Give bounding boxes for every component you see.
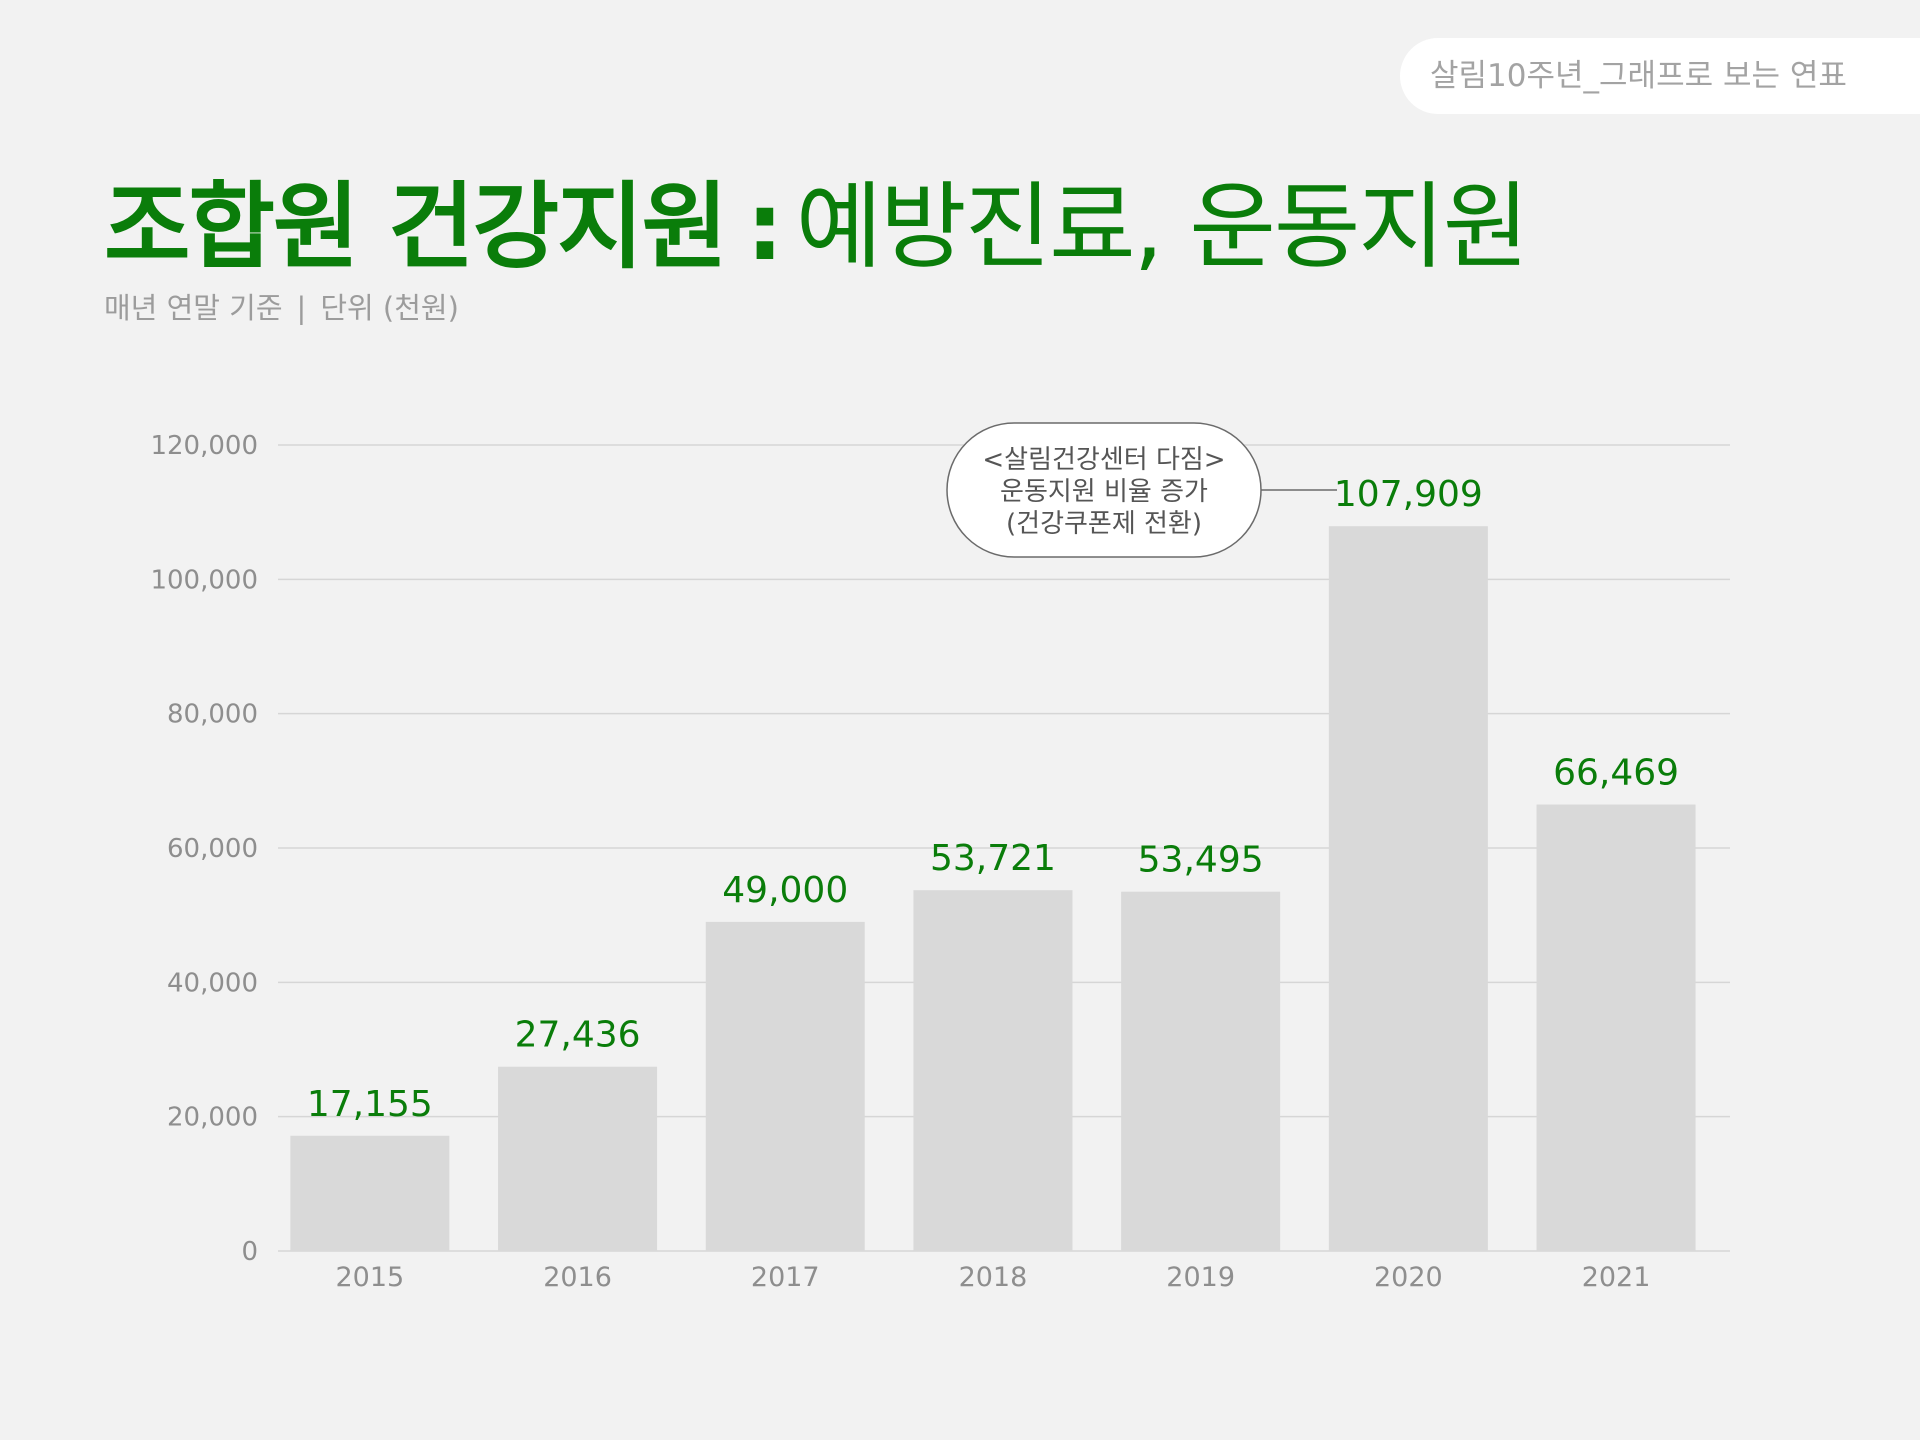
- y-tick-label: 40,000: [167, 968, 258, 998]
- bar: [1536, 804, 1696, 1251]
- annotation-text: <살림건강센터 다짐>: [982, 445, 1225, 475]
- bar: [498, 1066, 658, 1251]
- x-tick-label: 2020: [1374, 1262, 1443, 1293]
- page-title: 조합원 건강지원: 예방진료, 운동지원: [104, 168, 1530, 288]
- bar: [290, 1135, 450, 1251]
- chart-subtitle: 매년 연말 기준 | 단위 (천원): [104, 288, 459, 328]
- subtitle-basis: 매년 연말 기준: [104, 291, 283, 325]
- subtitle-unit: 단위 (천원): [320, 291, 459, 325]
- annotation-text: 운동지원 비율 증가: [1000, 477, 1208, 507]
- data-label: 107,909: [1334, 474, 1483, 515]
- series-tag-pill: 살림10주년_그래프로 보는 연표: [1400, 38, 1920, 114]
- y-tick-label: 80,000: [167, 700, 258, 730]
- title-separator: :: [746, 173, 784, 282]
- y-tick-label: 100,000: [150, 565, 258, 595]
- bar: [1328, 526, 1488, 1251]
- x-tick-label: 2017: [751, 1262, 820, 1293]
- y-tick-label: 0: [241, 1237, 258, 1267]
- series-tag-label: 살림10주년_그래프로 보는 연표: [1430, 58, 1847, 94]
- data-label: 17,155: [307, 1084, 433, 1125]
- x-tick-label: 2019: [1166, 1262, 1235, 1293]
- subtitle-divider: |: [296, 291, 307, 325]
- data-label: 49,000: [722, 870, 848, 911]
- data-label: 53,721: [930, 838, 1056, 879]
- y-tick-label: 120,000: [150, 431, 258, 461]
- data-label: 53,495: [1138, 840, 1264, 881]
- data-label: 66,469: [1553, 753, 1679, 794]
- x-tick-label: 2021: [1582, 1262, 1651, 1293]
- y-tick-label: 60,000: [167, 834, 258, 864]
- y-tick-label: 20,000: [167, 1103, 258, 1133]
- data-label: 27,436: [515, 1015, 641, 1056]
- x-tick-label: 2015: [335, 1262, 404, 1293]
- bar: [1121, 891, 1281, 1251]
- bar: [913, 890, 1073, 1251]
- bar: [705, 921, 865, 1251]
- annotation-text: (건강쿠폰제 전환): [1006, 509, 1202, 539]
- x-tick-label: 2018: [959, 1262, 1028, 1293]
- x-tick-label: 2016: [543, 1262, 612, 1293]
- title-detail: 예방진료, 운동지원: [795, 173, 1530, 282]
- title-main: 조합원 건강지원: [104, 173, 728, 282]
